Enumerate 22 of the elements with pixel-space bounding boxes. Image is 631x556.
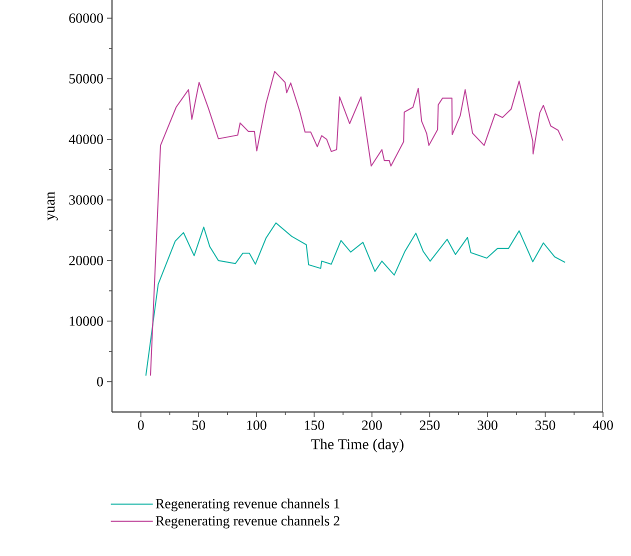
y-tick-label: 30000 — [69, 195, 103, 205]
legend-label: Regenerating revenue channels 1 — [156, 498, 340, 512]
x-tick-label: 250 — [420, 420, 440, 430]
y-tick-label: 20000 — [69, 256, 103, 266]
y-tick-label: 50000 — [69, 74, 103, 84]
x-tick-label: 100 — [247, 420, 266, 430]
y-tick-label: 10000 — [70, 316, 103, 326]
x-tick-label: 200 — [362, 420, 382, 430]
y-tick-label: 40000 — [68, 134, 103, 144]
x-tick-label: 350 — [535, 420, 556, 430]
y-tick-label: 60000 — [69, 13, 103, 23]
line-series — [145, 222, 566, 376]
x-tick-label: 150 — [304, 420, 324, 430]
x-tick-label: 400 — [592, 420, 613, 430]
x-tick-label: 0 — [138, 420, 144, 430]
y-axis-title: yuan — [48, 192, 58, 220]
x-tick-label: 300 — [478, 420, 498, 430]
x-axis-title: The Time (day) — [311, 438, 404, 452]
y-tick-label: 0 — [97, 376, 103, 386]
x-tick-label: 50 — [192, 420, 206, 430]
line-series — [150, 70, 564, 376]
legend-label: Regenerating revenue channels 2 — [156, 516, 340, 528]
